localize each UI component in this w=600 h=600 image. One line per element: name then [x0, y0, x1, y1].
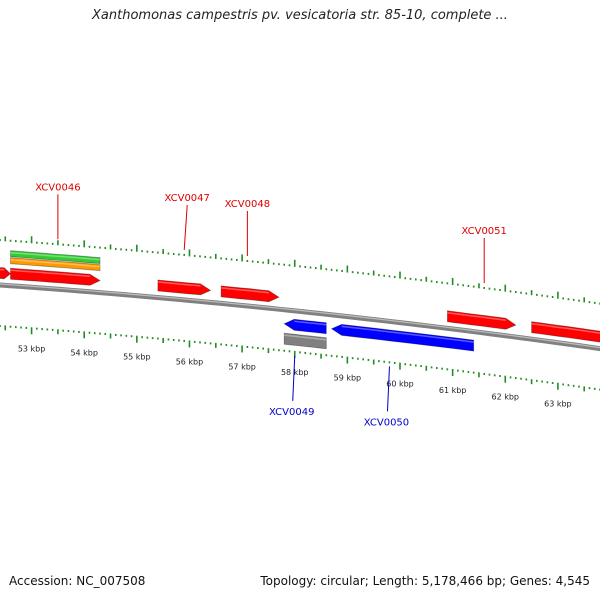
top-tick-track: [0, 236, 600, 305]
gene-label-xcv0048[interactable]: XCV0048: [225, 199, 270, 210]
gene-xcv0048[interactable]: [220, 285, 280, 303]
feature-highlight: [10, 269, 91, 278]
feature-highlight: [531, 322, 600, 334]
feature-tracks: [10, 250, 101, 272]
feature-highlight: [447, 312, 506, 322]
ruler-label: 61 kbp: [439, 386, 467, 395]
gene-xcv0050[interactable]: [330, 323, 475, 352]
label-leader-line: [386, 366, 390, 412]
feature-highlight: [10, 258, 101, 268]
gene-xcv0051[interactable]: [446, 310, 517, 330]
ruler-label: 58 kbp: [281, 368, 309, 377]
feature-highlight: [10, 251, 101, 261]
ruler-label: 56 kbp: [176, 357, 204, 366]
accession-text: Accession: NC_007508: [9, 574, 146, 588]
bottom-tick-track: [0, 325, 600, 392]
feature-highlight: [157, 281, 201, 287]
label-leader-line: [292, 355, 296, 401]
backbone-highlight: [0, 283, 600, 349]
genome-backbone: [0, 282, 600, 352]
feature-highlight: [284, 334, 327, 341]
gene-labels[interactable]: XCV0046 XCV0047 XCV0048 XCV0049 XCV0050 XCV00…: [35, 182, 507, 428]
gene-features[interactable]: [0, 267, 600, 352]
backbone-line: [0, 282, 600, 352]
ruler-label: 63 kbp: [544, 400, 572, 409]
feature-highlight: [341, 325, 474, 343]
gene-label-xcv0050[interactable]: XCV0050: [364, 417, 409, 428]
gene-xcv0046[interactable]: [10, 267, 101, 286]
ruler-label: 62 kbp: [492, 393, 520, 402]
green-track-bar[interactable]: [10, 250, 101, 265]
gene-xcv0049[interactable]: [283, 318, 327, 335]
ruler-label: 57 kbp: [228, 362, 256, 371]
feature-highlight: [221, 287, 269, 294]
ruler-label: 54 kbp: [70, 348, 98, 357]
gene-label-xcv0051[interactable]: XCV0051: [462, 226, 507, 237]
ruler-label: 60 kbp: [386, 380, 414, 389]
orange-track-bar[interactable]: [10, 257, 101, 272]
gene-label-xcv0046[interactable]: XCV0046: [35, 182, 80, 193]
feature-highlight: [0, 268, 5, 271]
map-title: Xanthomonas campestris pv. vesicatoria s…: [92, 8, 508, 23]
gene-xcv0047[interactable]: [157, 279, 212, 296]
gene-label-xcv0049[interactable]: XCV0049: [269, 407, 314, 418]
pseudogene-feature[interactable]: [283, 332, 327, 350]
ruler-label: 53 kbp: [18, 344, 46, 353]
genome-summary-text: Topology: circular; Length: 5,178,466 bp…: [260, 574, 590, 588]
forward-gene-feature[interactable]: [0, 267, 12, 280]
label-leader-line: [183, 204, 188, 250]
ruler-label: 59 kbp: [334, 374, 362, 383]
gene-label-xcv0047[interactable]: XCV0047: [165, 193, 210, 204]
feature-highlight: [294, 320, 327, 326]
ruler-label: 55 kbp: [123, 353, 151, 362]
ruler-labels: 53 kbp 54 kbp 55 kbp 56 kbp 57 kbp 58 kbp 59 k…: [18, 344, 572, 408]
forward-gene-feature[interactable]: [531, 321, 600, 343]
